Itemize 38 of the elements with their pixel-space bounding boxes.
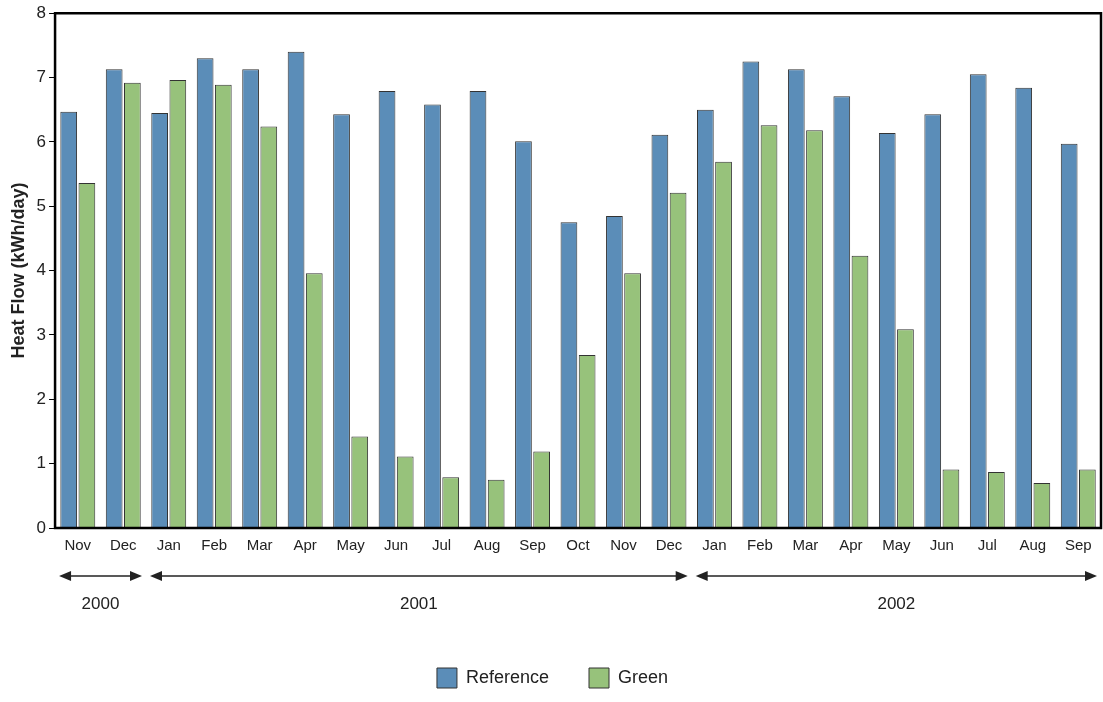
text: 2000	[81, 593, 120, 613]
x-tick-label: Jul	[977, 536, 997, 554]
x-tick-label: Jan	[702, 536, 727, 554]
x-tick-label: May	[336, 536, 366, 554]
x-tick-label: May	[882, 536, 912, 554]
x-tick-label: Sep	[1064, 536, 1092, 554]
x-tick-label: Aug	[1019, 536, 1047, 554]
x-tick-label: Apr	[839, 536, 863, 554]
legend-label: Green	[618, 666, 669, 687]
x-tick-label: Sep	[519, 536, 546, 554]
y-tick-label: 2	[36, 388, 47, 408]
x-tick-label: Dec	[109, 536, 138, 554]
x-tick-label: Dec	[655, 536, 683, 554]
x-tick-label: Oct	[566, 536, 591, 554]
y-tick-label: 6	[36, 131, 47, 151]
y-tick-label: 3	[36, 324, 47, 344]
x-tick-label: Feb	[201, 536, 228, 554]
y-tick-label: 1	[36, 453, 47, 473]
y-tick-label: 8	[36, 2, 47, 22]
x-tick-label: Nov	[610, 536, 638, 554]
x-tick-label: Jun	[929, 536, 954, 554]
legend-label: Reference	[465, 666, 550, 687]
y-tick-label: 0	[36, 517, 47, 537]
x-tick-label: Feb	[747, 536, 773, 554]
text: 2002	[877, 593, 916, 613]
y-tick-label: 7	[36, 67, 47, 87]
x-tick-label: Jun	[384, 536, 409, 554]
y-axis-title: Heat Flow (kWh/day)	[7, 182, 28, 359]
x-tick-label: Aug	[473, 536, 501, 554]
y-tick-label: 4	[36, 260, 47, 280]
x-tick-label: Jul	[432, 536, 452, 554]
x-tick-label: Mar	[246, 536, 273, 554]
x-tick-label: Apr	[293, 536, 317, 554]
text: 2001	[399, 593, 438, 613]
x-tick-label: Mar	[792, 536, 819, 554]
y-tick-label: 5	[36, 195, 47, 215]
x-tick-label: Jan	[156, 536, 181, 554]
x-tick-label: Nov	[64, 536, 92, 554]
